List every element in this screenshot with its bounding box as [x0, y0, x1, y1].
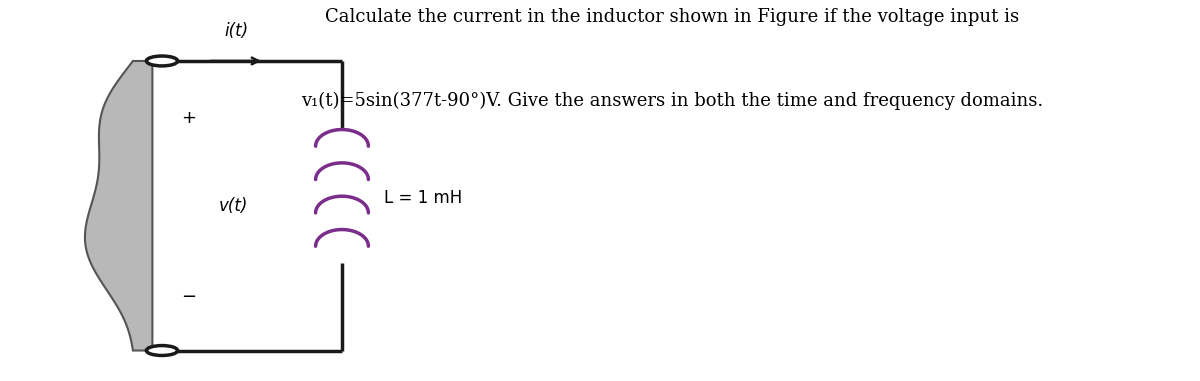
- Text: Calculate the current in the inductor shown in Figure if the voltage input is: Calculate the current in the inductor sh…: [325, 8, 1019, 26]
- Polygon shape: [85, 61, 152, 351]
- Circle shape: [146, 346, 178, 355]
- Text: L = 1 mH: L = 1 mH: [384, 189, 462, 207]
- Text: v₁(t)=5sin(377t-90°)V. Give the answers in both the time and frequency domains.: v₁(t)=5sin(377t-90°)V. Give the answers …: [301, 91, 1043, 110]
- Text: v(t): v(t): [220, 197, 248, 215]
- Text: +: +: [181, 109, 196, 127]
- Text: −: −: [181, 288, 196, 306]
- Circle shape: [146, 56, 178, 66]
- Text: i(t): i(t): [224, 22, 248, 40]
